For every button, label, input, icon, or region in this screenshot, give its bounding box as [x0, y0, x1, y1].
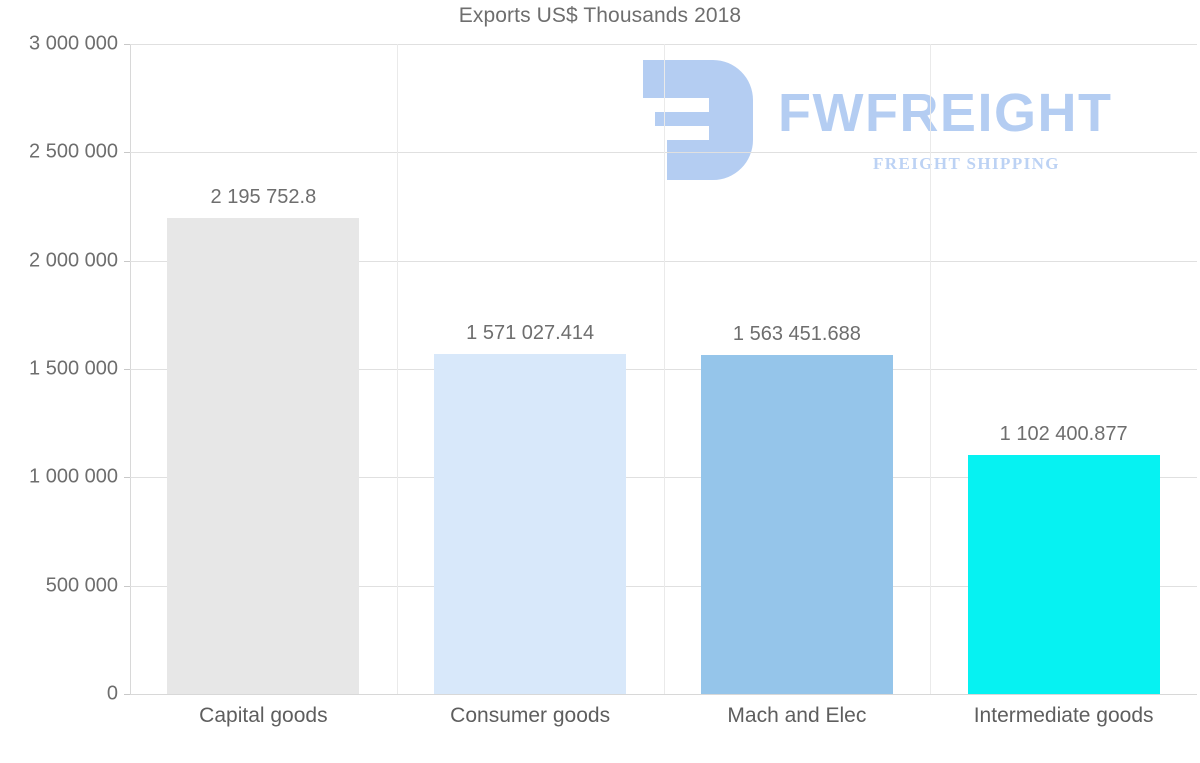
y-axis-tick-mark: [124, 585, 130, 587]
bar[interactable]: [434, 353, 627, 694]
y-axis-tick-mark: [124, 260, 130, 262]
y-axis-tick-mark: [124, 152, 130, 154]
category-separator: [397, 44, 398, 694]
bar[interactable]: [700, 355, 893, 694]
gridline: [130, 477, 1197, 479]
x-axis-tick-label: Intermediate goods: [973, 704, 1154, 727]
y-axis-tick-label: 0: [106, 682, 118, 705]
category-separator: [664, 44, 665, 694]
y-axis-tick-label: 3 000 000: [29, 32, 118, 55]
y-axis-tick-mark: [124, 694, 130, 695]
gridline: [130, 44, 1197, 45]
x-axis-tick-label: Mach and Elec: [727, 704, 867, 727]
x-axis-tick-label: Capital goods: [199, 704, 328, 727]
x-axis-tick-label: Consumer goods: [450, 704, 611, 727]
bar[interactable]: [167, 218, 360, 694]
y-axis-tick-label: 2 500 000: [29, 140, 118, 163]
gridline: [130, 585, 1197, 587]
y-axis-tick-mark: [124, 369, 130, 370]
y-axis-tick-label: 2 000 000: [29, 249, 118, 272]
gridline: [130, 369, 1197, 370]
y-axis-tick-label: 1 000 000: [29, 465, 118, 488]
gridline: [130, 260, 1197, 262]
y-axis-tick-mark: [124, 477, 130, 479]
bar[interactable]: [967, 455, 1160, 694]
bar-value-label: 1 571 027.414: [466, 321, 595, 344]
gridline: [130, 694, 1197, 695]
bar-value-label: 1 563 451.688: [732, 323, 861, 346]
bar-value-label: 1 102 400.877: [999, 423, 1128, 446]
y-axis-tick-label: 500 000: [45, 574, 118, 597]
category-separator: [930, 44, 931, 694]
chart-title: Exports US$ Thousands 2018: [458, 4, 742, 27]
bar-value-label: 2 195 752.8: [210, 186, 317, 209]
gridline: [130, 152, 1197, 154]
y-axis-tick-mark: [124, 44, 130, 45]
y-axis-tick-label: 1 500 000: [29, 357, 118, 380]
plot-area: 2 195 752.8 1 571 027.414 1 563 451.688 1 1…: [124, 44, 1197, 695]
